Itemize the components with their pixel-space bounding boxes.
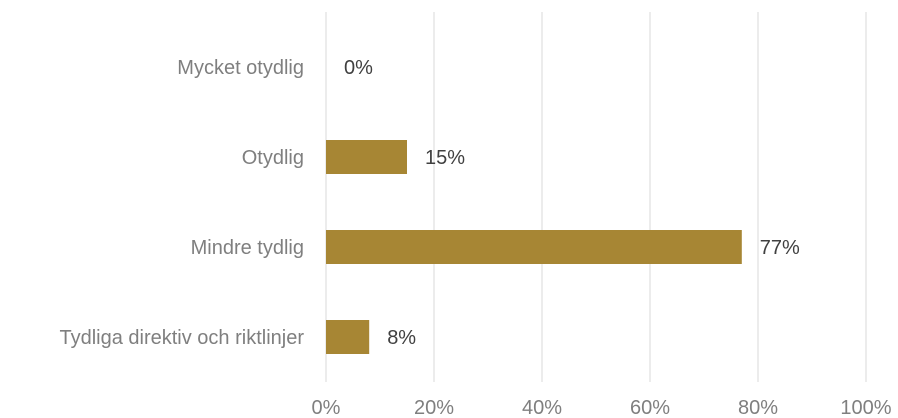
data-label: 77% [760,237,800,259]
x-tick-label: 20% [414,397,454,418]
x-axis-tick-labels: 0% 20% 40% 60% 80% 100% [312,397,892,418]
bars [326,140,742,354]
category-label: Otydlig [242,147,304,169]
bar-1 [326,140,407,174]
data-label: 0% [344,57,373,79]
x-tick-label: 0% [312,397,341,418]
data-label: 8% [387,327,416,349]
bar-2 [326,230,742,264]
x-tick-label: 40% [522,397,562,418]
category-label: Tydliga direktiv och riktlinjer [59,327,304,349]
data-label: 15% [425,147,465,169]
bar-3 [326,320,370,354]
x-tick-label: 80% [738,397,778,418]
category-label: Mindre tydlig [191,237,304,259]
x-tick-label: 100% [840,397,891,418]
data-labels: 0% 15% 77% 8% [344,57,800,349]
category-labels: Mycket otydlig Otydlig Mindre tydlig Tydlig… [59,57,304,349]
x-tick-label: 60% [630,397,670,418]
category-label: Mycket otydlig [177,57,304,79]
